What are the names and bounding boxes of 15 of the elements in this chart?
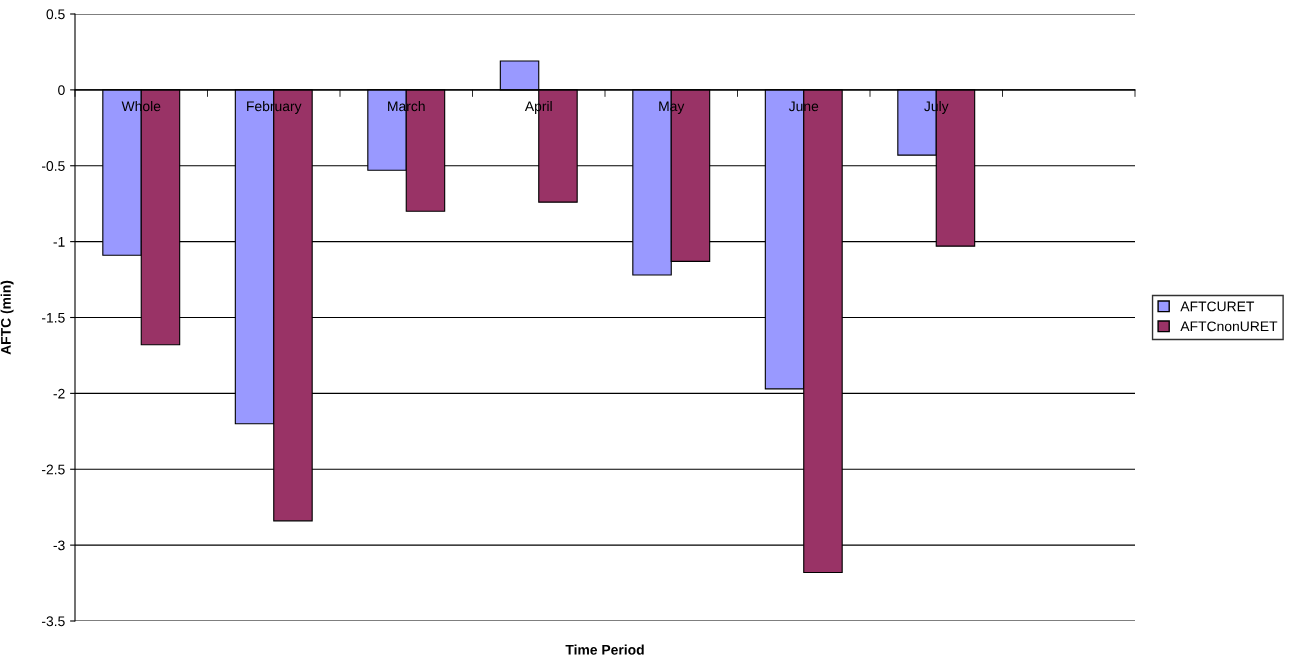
y-tick-label: -2 <box>53 388 65 399</box>
y-tick-label: -1 <box>53 237 65 247</box>
y-axis-title: AFTC (min) <box>0 280 14 355</box>
x-axis-title: Time Period <box>565 644 644 655</box>
y-tick-label: -0.5 <box>41 161 65 171</box>
legend-label: AFTCURET <box>1180 301 1255 312</box>
x-tick-label: June <box>788 101 819 112</box>
legend-label: AFTCnonURET <box>1180 321 1278 332</box>
y-tick-label: -3.5 <box>41 616 65 627</box>
y-tick-label: 0 <box>58 85 65 96</box>
y-tick-label: -1.5 <box>41 312 65 323</box>
y-tick-label: -2.5 <box>41 464 65 475</box>
y-tick-label: 0.5 <box>46 9 65 20</box>
x-tick-label: April <box>524 100 552 114</box>
y-tick-label: -3 <box>53 540 65 551</box>
